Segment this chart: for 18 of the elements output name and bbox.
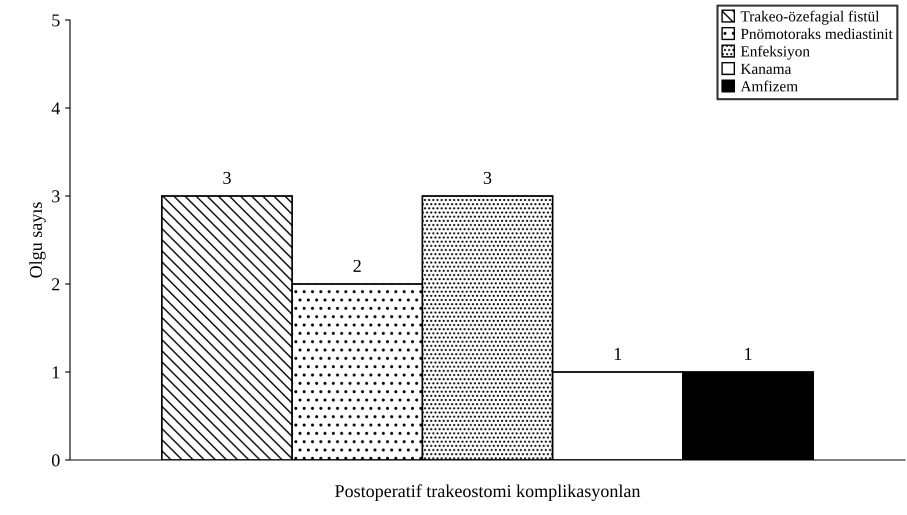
data-label: 2 [354, 260, 361, 272]
legend-label: Kanama [740, 64, 792, 74]
y-tick-label: 1 [52, 366, 60, 378]
x-axis-title: Postoperatif trakeostomi komplikasyonlan [335, 484, 640, 501]
data-label: 1 [614, 348, 622, 360]
y-tick-label: 4 [52, 102, 60, 114]
legend-label: Enfeksiyon [740, 46, 810, 60]
data-label: 3 [484, 172, 492, 184]
y-tick-label: 0 [52, 454, 60, 466]
y-tick-label: 3 [52, 190, 60, 202]
y-tick-label: 5 [52, 14, 60, 26]
legend-label: Trakeo-özefagial fistül [740, 10, 880, 25]
y-axis-title: Olgu sayıs [29, 202, 46, 278]
legend-label: Amfizem [740, 80, 798, 92]
data-label: 1 [745, 348, 752, 360]
data-label: 3 [223, 172, 231, 184]
y-tick-label: 2 [52, 278, 60, 290]
legend-label: Pnömotoraks mediastinit [740, 28, 893, 40]
